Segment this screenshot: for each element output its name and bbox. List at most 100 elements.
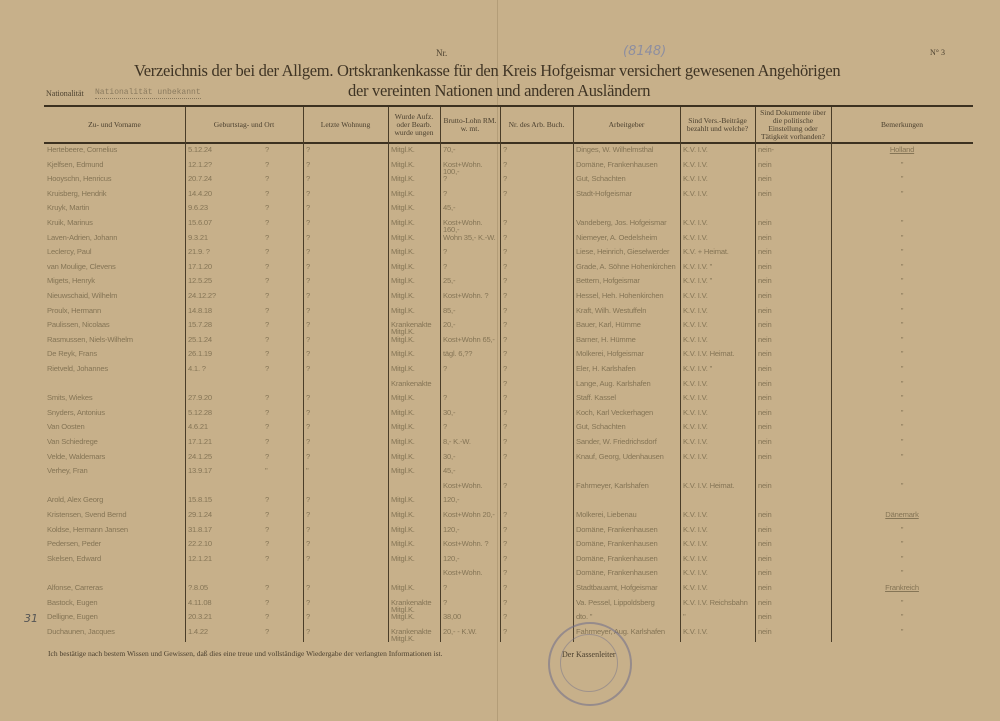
cell-insurance: K.V. I.V. (683, 232, 708, 242)
cell-place: ? (265, 188, 270, 198)
office-stamp (548, 622, 632, 706)
cell-birth: 9.3.21 (188, 232, 208, 242)
cell-status: Mitgl.K. (391, 510, 415, 519)
cell-place: ? (265, 393, 270, 403)
cell-status: Mitgl.K. (391, 334, 415, 344)
cell-residence: ? (306, 495, 311, 505)
cell-remark: " (900, 349, 904, 359)
column-divider (440, 107, 441, 642)
cell-insurance: K.V. I.V. " (683, 364, 713, 373)
cell-status: Mitgl.K. (391, 612, 415, 622)
column-divider (388, 107, 389, 642)
cell-residence: ? (306, 393, 311, 403)
cell-nr: ? (503, 553, 508, 563)
cell-wage: 45,- (443, 466, 456, 476)
cell-birth: 20.7.24 (188, 174, 212, 184)
cell-nr: ? (503, 159, 508, 169)
cell-birth: 4.11.08 (188, 597, 212, 607)
cell-residence: ? (306, 334, 311, 344)
table-row: Laven-Adrien, Johann 9.3.21? Mitgl.K. Wohn … (44, 232, 973, 249)
cell-nr: ? (503, 407, 508, 417)
table-row: Delligne, Eugen 20.3.21? Mitgl.K. 38,00? dto… (44, 613, 973, 628)
cell-wage: Kost+Wohn 20,- (443, 510, 495, 519)
cell-documents: nein (758, 612, 772, 622)
cell-wage: Kost+Wohn. 160,- (443, 218, 483, 235)
cell-wage: 38,00 (443, 612, 462, 622)
cell-insurance: K.V. I.V. (683, 422, 708, 432)
cell-place: ? (265, 145, 270, 154)
nationality-value: Nationalität unbekannt (95, 88, 201, 99)
cell-name: Kruisberg, Hendrik (47, 188, 107, 198)
cell-place: ? (265, 626, 270, 636)
cell-residence: ? (306, 203, 311, 213)
cell-employer: Bauer, Karl, Hümme (576, 320, 641, 330)
cell-birth: 12.1.21 (188, 553, 212, 563)
cell-place: ? (265, 437, 270, 446)
cell-place: ? (265, 407, 270, 417)
number-label: Nr. (436, 48, 448, 58)
cell-residence: ? (306, 291, 311, 300)
cell-wage: Kost+Wohn. 100,- (443, 159, 483, 176)
cell-nr: ? (503, 612, 508, 622)
table-row: Pedersen, Peder 22.2.10? Mitgl.K. Kost+Wohn… (44, 540, 973, 555)
cell-documents: nein (758, 539, 772, 549)
cell-documents: nein (758, 437, 772, 446)
column-header: Geburtstag- und Ort (213, 120, 275, 129)
title-line-2: der vereinten Nationen und anderen Auslä… (348, 81, 651, 100)
cell-wage: Kost+Wohn. (443, 568, 483, 578)
cell-insurance: K.V. I.V. (683, 524, 708, 534)
cell-documents: nein (758, 451, 772, 461)
cell-place: ? (265, 524, 270, 534)
cell-documents: nein (758, 510, 772, 519)
cell-wage: 20,- - K.W. (443, 626, 477, 636)
cell-employer: Molkerei, Hofgeismar (576, 349, 644, 359)
cell-residence: ? (306, 422, 311, 432)
cell-residence: ? (306, 218, 311, 227)
cell-wage: ? (443, 393, 448, 403)
cell-status: Mitgl.K. (391, 553, 415, 563)
column-header: Brutto-Lohn RM. w. mt. (443, 116, 497, 133)
cell-employer: Domäne, Frankenhausen (576, 524, 658, 534)
table-row: Kristensen, Svend Bernd 29.1.24? Mitgl.K. K… (44, 511, 973, 526)
cell-nr: ? (503, 145, 508, 154)
cell-residence: ? (306, 539, 311, 549)
cell-nr: ? (503, 583, 508, 592)
cell-documents: nein (758, 422, 772, 432)
cell-place: ? (265, 612, 270, 622)
cell-remark: " (900, 451, 904, 461)
column-header: Wurde Aufz. oder Bearb. wurde ungen (394, 112, 434, 137)
cell-residence: ? (306, 437, 311, 446)
cell-remark: " (900, 568, 904, 578)
cell-birth: ?.8.05 (188, 583, 208, 592)
table-row: Verhey, Fran 13.9.17 " Mitgl.K. 45,- " (44, 467, 973, 482)
table-row: van Moulige, Clevens 17.1.20? Mitgl.K.?? Gr… (44, 261, 973, 278)
cell-employer: Bettern, Hofgeismar (576, 276, 640, 286)
cell-birth: 5.12.28 (188, 407, 212, 417)
column-divider (755, 107, 756, 642)
cell-documents: nein (758, 174, 772, 184)
cell-insurance: K.V. I.V. (683, 553, 708, 563)
cell-place: ? (265, 334, 270, 344)
cell-nr: ? (503, 393, 508, 403)
cell-birth: 1.4.22 (188, 626, 208, 636)
cell-remark: " (900, 407, 904, 417)
cell-name: Smits, Wiekes (47, 393, 93, 403)
table-row: Kost+Wohn.? Fahrmeyer, Karlshafen K.V. I.V… (44, 481, 973, 497)
cell-nr: ? (503, 510, 508, 519)
table-row: Leclercy, Paul 21.9. ?? Mitgl.K.?? Liese, H… (44, 248, 973, 263)
table-row: Kjelfsen, Edmund 12.1.2?? Mitgl.K. Kost+Woh… (44, 159, 973, 176)
cell-place: ? (265, 495, 270, 505)
table-row: Skelsen, Edward 12.1.21? Mitgl.K. 120,-? Dom… (44, 553, 973, 570)
table-row: Nieuwschaid, Wilhelm 24.12.2?? Mitgl.K. Kos… (44, 292, 973, 307)
cell-name: van Moulige, Clevens (47, 261, 116, 271)
cell-wage: 25,- (443, 276, 456, 286)
cell-employer: Staff. Kassel (576, 393, 616, 403)
cell-status: Mitgl.K. (391, 393, 415, 403)
cell-status: Mitgl.K. (391, 232, 415, 242)
cell-wage: ? (443, 261, 448, 271)
cell-employer: dto. " (576, 612, 593, 622)
cell-residence: ? (306, 305, 311, 315)
cell-nr: ? (503, 232, 508, 242)
cell-employer: Kraft, Wilh. Westuffeln (576, 305, 647, 315)
cell-documents: nein (758, 626, 772, 636)
